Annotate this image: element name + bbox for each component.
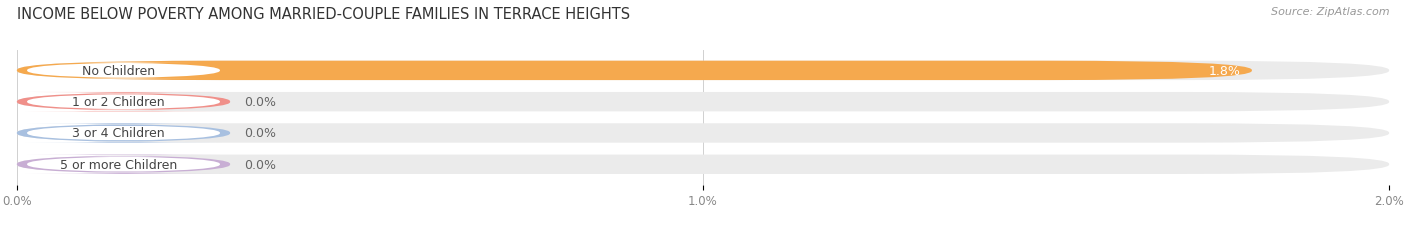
FancyBboxPatch shape	[17, 124, 1389, 143]
Text: Source: ZipAtlas.com: Source: ZipAtlas.com	[1271, 7, 1389, 17]
FancyBboxPatch shape	[27, 156, 219, 173]
Text: 5 or more Children: 5 or more Children	[60, 158, 177, 171]
Text: INCOME BELOW POVERTY AMONG MARRIED-COUPLE FAMILIES IN TERRACE HEIGHTS: INCOME BELOW POVERTY AMONG MARRIED-COUPL…	[17, 7, 630, 22]
FancyBboxPatch shape	[17, 155, 1389, 174]
Text: 3 or 4 Children: 3 or 4 Children	[72, 127, 165, 140]
FancyBboxPatch shape	[17, 61, 1389, 81]
Text: No Children: No Children	[82, 65, 155, 78]
FancyBboxPatch shape	[27, 125, 219, 142]
FancyBboxPatch shape	[27, 94, 219, 110]
FancyBboxPatch shape	[17, 93, 231, 112]
Text: 0.0%: 0.0%	[245, 127, 277, 140]
Text: 0.0%: 0.0%	[245, 158, 277, 171]
FancyBboxPatch shape	[17, 155, 231, 174]
Text: 0.0%: 0.0%	[245, 96, 277, 109]
Text: 1 or 2 Children: 1 or 2 Children	[72, 96, 165, 109]
FancyBboxPatch shape	[17, 93, 1389, 112]
FancyBboxPatch shape	[27, 63, 219, 79]
FancyBboxPatch shape	[17, 124, 231, 143]
Text: 1.8%: 1.8%	[1209, 65, 1241, 78]
FancyBboxPatch shape	[17, 61, 1251, 81]
